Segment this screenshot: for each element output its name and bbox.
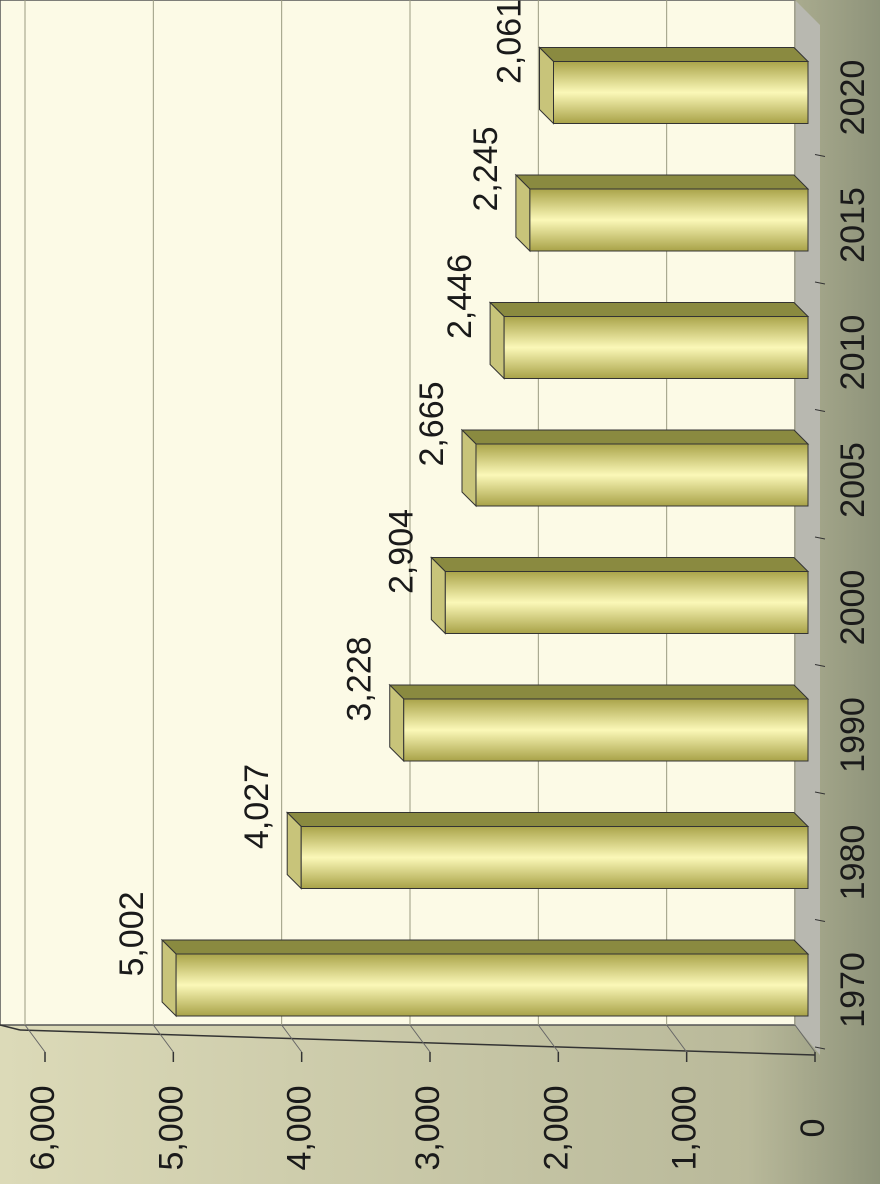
grid-line <box>794 1024 816 1053</box>
x-tick-label: 2000 <box>834 570 872 646</box>
x-tick-label: 1970 <box>834 952 872 1028</box>
floor <box>795 0 820 1055</box>
grid-line <box>666 1024 688 1053</box>
y-tick-label: 0 <box>794 1119 832 1138</box>
bar-top <box>160 939 810 955</box>
value-label: 2,446 <box>441 254 479 339</box>
bar-end <box>286 811 302 890</box>
bar-end <box>539 46 555 125</box>
x-tick-label: 2010 <box>834 315 872 391</box>
x-tick-label: 2020 <box>834 60 872 136</box>
category-tick <box>814 536 826 540</box>
category-tick <box>814 281 826 285</box>
bar-top <box>285 812 810 827</box>
bar <box>300 826 809 889</box>
y-tick-label: 1,000 <box>666 1085 704 1170</box>
bar-top <box>538 47 810 62</box>
bar <box>503 316 809 379</box>
y-tick-label: 3,000 <box>409 1085 447 1170</box>
bar-end <box>430 556 446 635</box>
bar-end <box>461 428 477 508</box>
value-label: 2,665 <box>413 381 451 466</box>
value-label: 2,061 <box>490 0 528 84</box>
category-tick <box>814 664 826 667</box>
category-tick <box>814 791 826 795</box>
value-axis <box>19 1029 816 1056</box>
grid-line <box>281 1024 303 1053</box>
axis-corner <box>0 1024 21 1031</box>
y-tick-label: 2,000 <box>537 1085 575 1170</box>
category-tick <box>814 1046 826 1050</box>
value-label: 5,002 <box>113 891 151 976</box>
bar-end <box>489 301 505 380</box>
value-label: 2,245 <box>467 126 505 211</box>
bar <box>553 61 809 124</box>
bar <box>175 953 809 1017</box>
x-tick-label: 2005 <box>834 442 872 518</box>
bar <box>444 571 809 634</box>
bar-top <box>460 429 810 445</box>
y-tick-label: 4,000 <box>281 1085 319 1170</box>
grid-line <box>152 1024 174 1053</box>
bar-end <box>161 938 177 1018</box>
bar-top <box>514 174 810 190</box>
x-tick-label: 1990 <box>834 697 872 773</box>
bar-top <box>488 302 810 317</box>
grid-line <box>409 1024 431 1053</box>
bar-end <box>389 683 405 763</box>
bar <box>403 698 809 762</box>
y-tick-label: 6,000 <box>24 1085 62 1170</box>
grid-line <box>24 1024 46 1053</box>
value-label: 4,027 <box>238 764 276 849</box>
bar-top <box>388 684 810 700</box>
y-tick-label: 5,000 <box>152 1085 190 1170</box>
bar <box>529 188 809 252</box>
category-tick <box>814 154 826 157</box>
category-tick <box>814 409 826 412</box>
value-label: 2,904 <box>382 509 420 594</box>
bar-top <box>430 557 810 572</box>
value-label: 3,228 <box>341 636 379 721</box>
bar <box>475 443 809 507</box>
category-tick <box>814 919 826 922</box>
x-tick-label: 2015 <box>834 187 872 263</box>
grid-line <box>537 1024 559 1053</box>
bar-end <box>515 173 531 253</box>
x-tick-label: 1980 <box>834 825 872 901</box>
